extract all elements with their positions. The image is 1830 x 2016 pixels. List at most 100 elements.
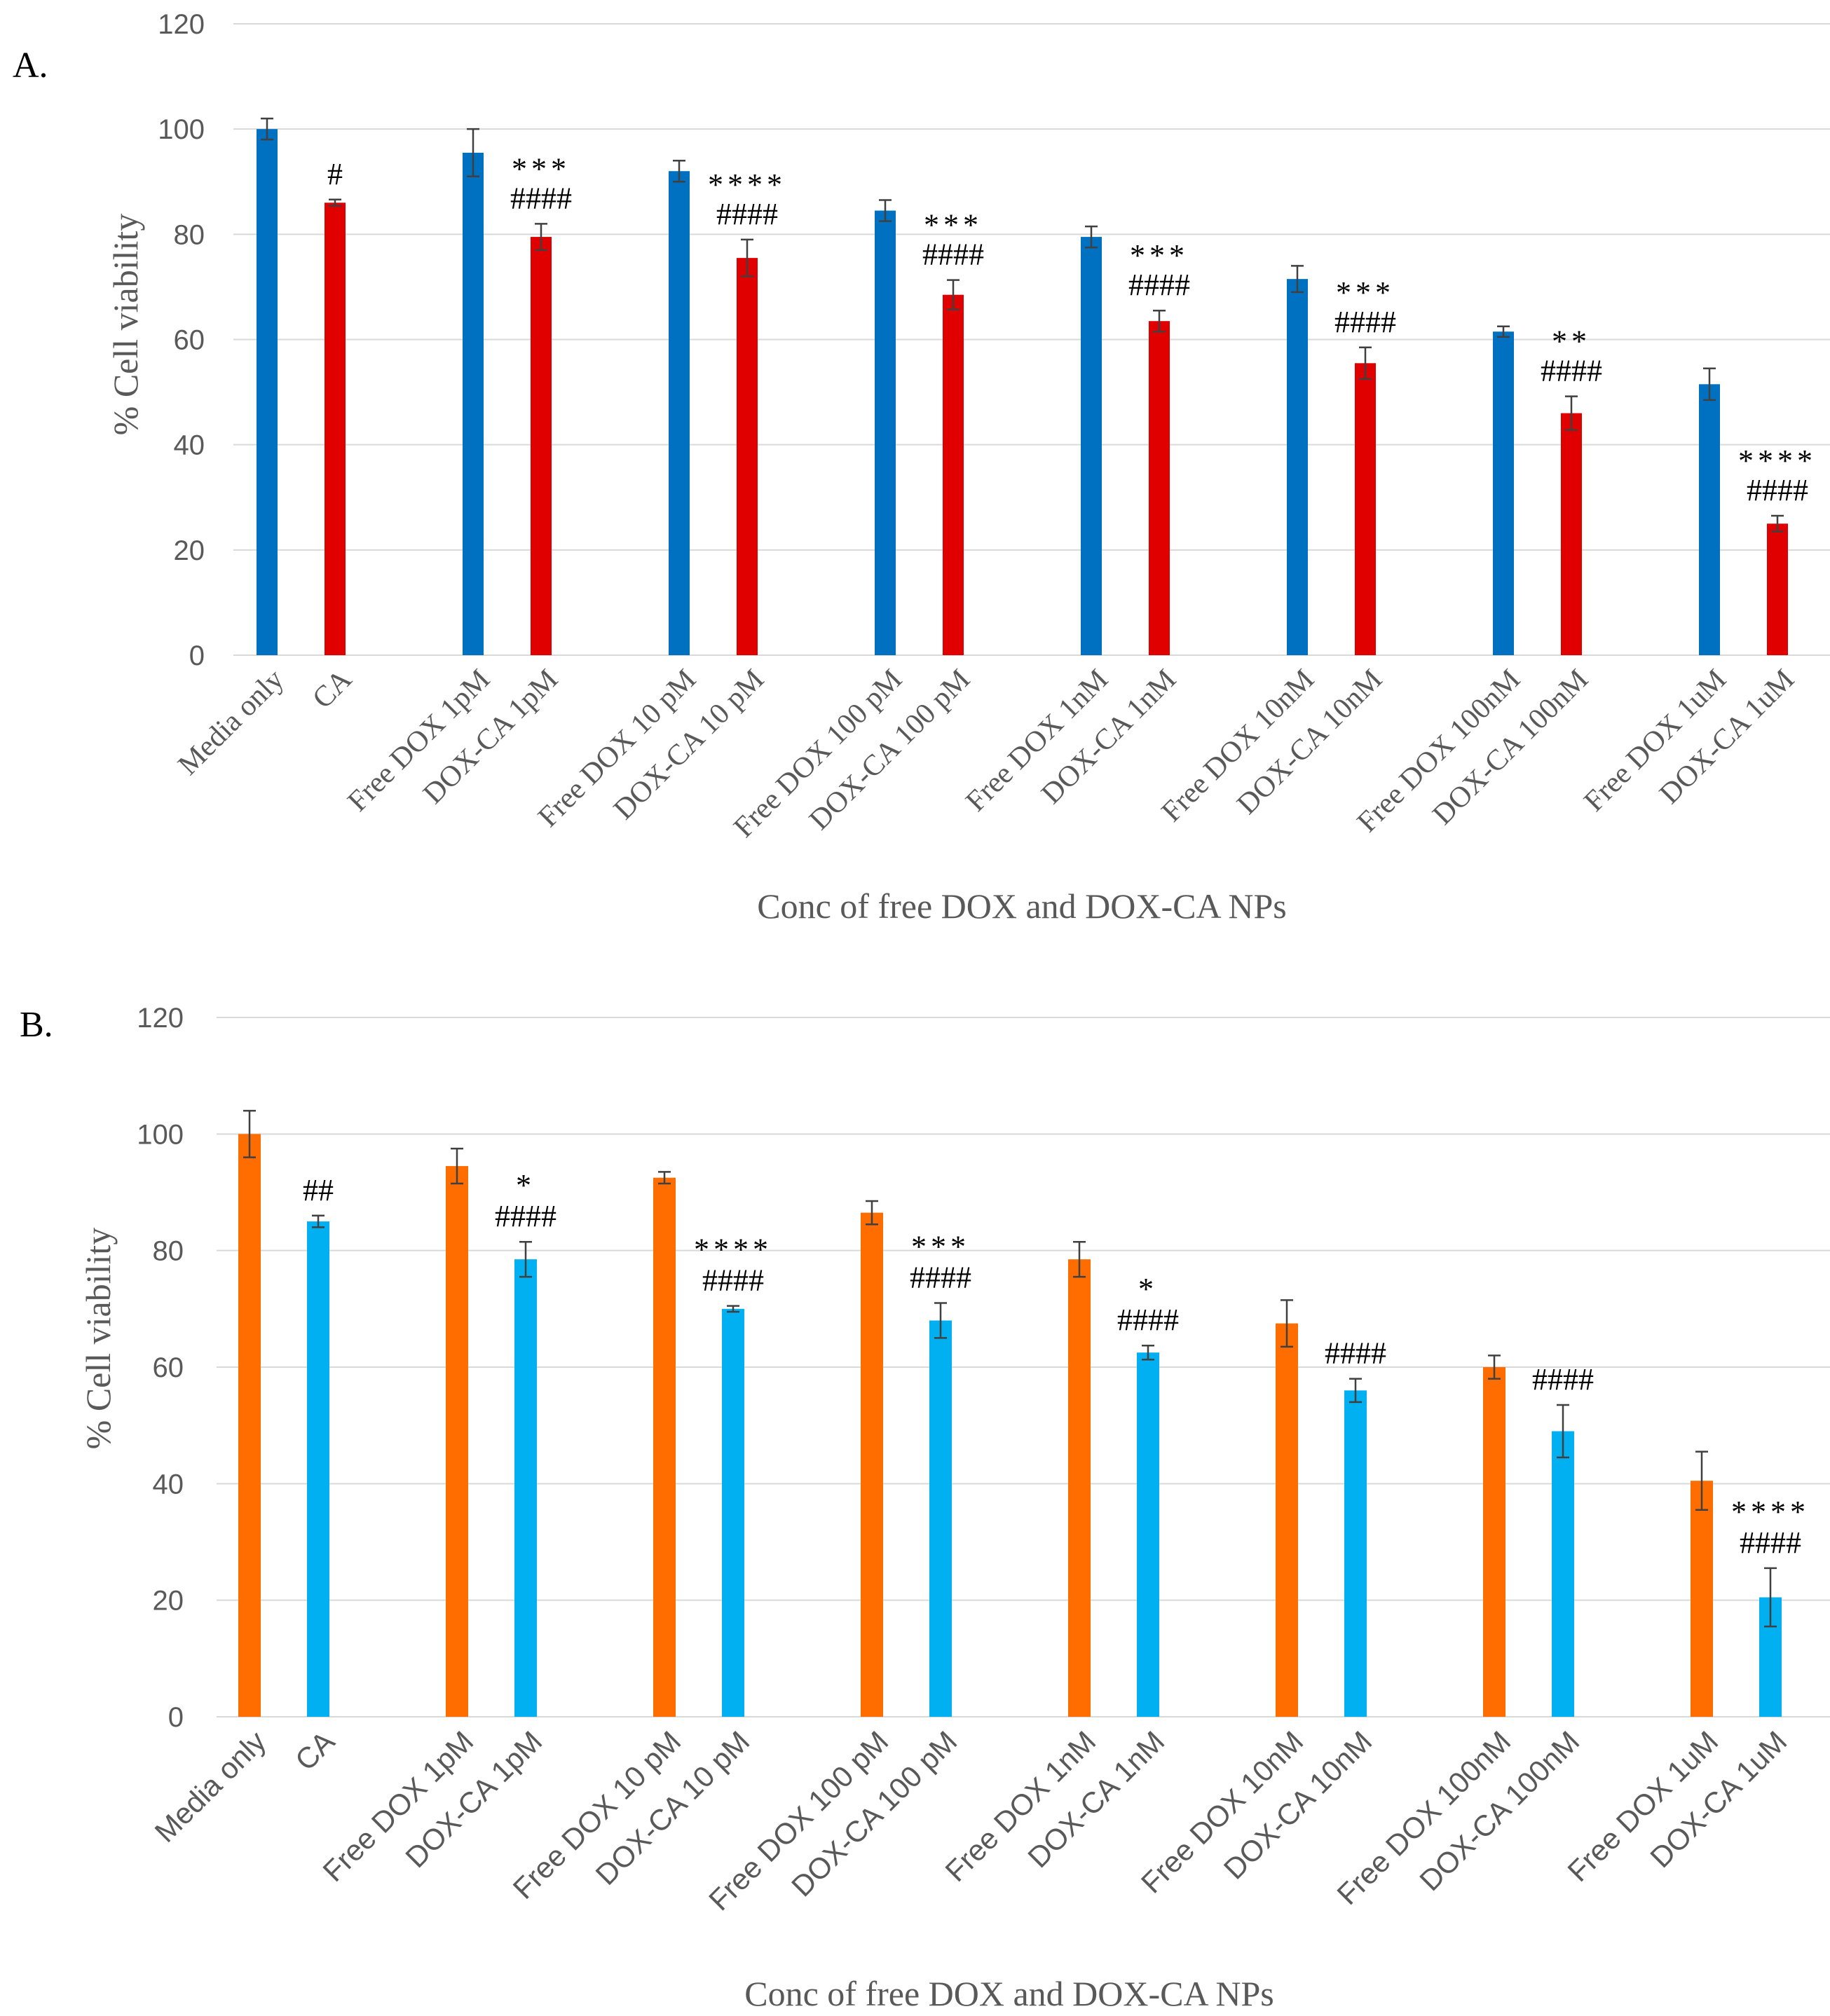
panel-a-error-bar [1153, 309, 1166, 333]
panel-b-label: B. [20, 1005, 53, 1045]
panel-a-significance-labels: # ***#### ****#### ***#### ***#### ***####**#… [327, 151, 1817, 507]
panel-a-error-bar [1497, 325, 1510, 338]
panel-b-error-bar [1349, 1378, 1362, 1404]
panel-a-y-tick-label: 40 [174, 430, 205, 461]
panel-a-error-bar [329, 198, 341, 207]
panel-a-y-tick-label: 0 [189, 640, 205, 671]
panel-a-significance-label: #### [716, 197, 778, 231]
panel-a-significance-label: **** [1738, 444, 1817, 478]
panel-a-significance-label: **** [708, 167, 786, 202]
panel-a-significance-label: #### [922, 238, 984, 272]
panel-b-significance-label: #### [1117, 1303, 1179, 1337]
panel-b-y-axis-title: % Cell viability [78, 1228, 118, 1450]
panel-a-error-bar [1771, 514, 1784, 533]
panel-b-x-axis-title: Conc of free DOX and DOX-CA NPs [744, 1974, 1274, 2013]
panel-a-bars [257, 129, 1788, 655]
panel-b-bar [1552, 1431, 1574, 1717]
panel-b-y-tick-label: 0 [168, 1702, 184, 1733]
panel-b-significance-label: * [516, 1168, 535, 1202]
panel-b-error-bar [658, 1171, 671, 1185]
panel-b-x-tick-label: Media only [149, 1724, 273, 1849]
panel-a-x-tick-label: Media only [172, 664, 290, 782]
panel-a-significance-label: ** [1552, 324, 1591, 359]
panel-b-y-tick-label: 60 [153, 1352, 184, 1383]
panel-b-y-tick-label: 100 [137, 1119, 184, 1150]
panel-b-significance-label: #### [1740, 1525, 1801, 1560]
panel-b-bar [722, 1308, 744, 1717]
panel-b-y-ticks: 0 20 40 60 80 100 120 [137, 1003, 184, 1733]
panel-a-y-tick-label: 100 [158, 114, 205, 145]
panel-a-significance-label: #### [1541, 354, 1602, 388]
panel-a-error-bar [1703, 367, 1716, 402]
panel-b-bar [1691, 1481, 1713, 1717]
panel-b-bar [446, 1166, 468, 1717]
panel-b-significance-label: * [1138, 1272, 1158, 1306]
panel-a-significance-label: #### [1128, 268, 1190, 302]
panel-b-error-bar [243, 1109, 256, 1158]
panel-b-bar [238, 1134, 261, 1717]
panel-b-error-bar [312, 1214, 325, 1228]
panel-b-bar [1068, 1259, 1091, 1717]
panel-b-error-bar [1073, 1240, 1086, 1278]
panel-b-y-tick-label: 80 [153, 1236, 184, 1267]
panel-a-significance-label: # [327, 157, 343, 191]
panel-a-error-bar [1291, 265, 1304, 294]
panel-b-error-bar [1695, 1451, 1708, 1511]
panel-a-y-tick-label: 120 [158, 9, 205, 40]
panel-a-bar [1767, 523, 1788, 655]
panel-a-x-axis-title: Conc of free DOX and DOX-CA NPs [757, 886, 1286, 926]
panel-b-significance-label: ## [303, 1173, 334, 1207]
panel-a-bar [875, 210, 896, 655]
panel-a-bar [531, 237, 552, 655]
panel-a-significance-label: #### [510, 181, 572, 215]
panel-a-significance-label: #### [1334, 305, 1396, 339]
panel-a-bar [737, 258, 758, 655]
panel-b-significance-label: #### [495, 1199, 556, 1233]
panel-a-x-tick-label: CA [306, 663, 358, 715]
panel-b-significance-label: #### [1325, 1336, 1386, 1371]
panel-b-error-bar [934, 1302, 947, 1339]
panel-a-error-bars [261, 117, 1784, 533]
panel-a-y-axis-title: % Cell viability [106, 214, 145, 436]
panel-b-error-bar [451, 1147, 463, 1185]
panel-a-bar [1493, 331, 1514, 655]
panel-a-chart: A. % Cell viability Conc of free DOX and… [13, 9, 1830, 926]
panel-b-bar [514, 1259, 537, 1717]
panel-b-significance-label: #### [702, 1263, 764, 1298]
panel-a-y-tick-label: 20 [174, 535, 205, 566]
panel-b-significance-label: *** [911, 1230, 970, 1264]
panel-b-error-bar [1142, 1344, 1154, 1361]
panel-b-significance-label: **** [694, 1233, 772, 1267]
panel-a-y-tick-label: 60 [174, 325, 205, 356]
panel-a-bar [1287, 279, 1308, 655]
panel-a-bar [1081, 237, 1102, 655]
panel-a-error-bar [947, 279, 960, 310]
panel-a-bar [943, 294, 964, 655]
panel-a-error-bar [467, 128, 479, 177]
panel-b-bar [1276, 1323, 1298, 1717]
panel-a-bar [1355, 363, 1376, 655]
panel-a-error-bar [261, 117, 273, 141]
panel-a-significance-label: *** [1130, 238, 1189, 273]
panel-b-bar [307, 1221, 329, 1717]
panel-b-bar [1137, 1352, 1159, 1717]
panel-a-bar [257, 129, 278, 655]
panel-b-error-bar [519, 1240, 532, 1278]
panel-b-significance-label: #### [910, 1261, 971, 1295]
panel-b-y-tick-label: 120 [137, 1003, 184, 1034]
panel-a-significance-label: *** [512, 151, 571, 186]
panel-a-gridlines [233, 23, 1830, 656]
panel-b-significance-label: **** [1731, 1495, 1810, 1529]
panel-a-error-bar [1085, 225, 1098, 249]
panel-a-bar [669, 171, 690, 655]
panel-a-bar [1149, 321, 1170, 655]
panel-b-significance-labels: ## *####****####***#### *############****#… [303, 1168, 1810, 1560]
panel-b-error-bar [1764, 1567, 1777, 1628]
panel-a-label: A. [13, 46, 48, 85]
panel-a-y-ticks: 0 20 40 60 80 100 120 [158, 9, 205, 671]
panel-b-bar [929, 1320, 952, 1717]
panel-b-error-bar [1557, 1404, 1569, 1459]
panel-a-error-bar [673, 159, 685, 183]
